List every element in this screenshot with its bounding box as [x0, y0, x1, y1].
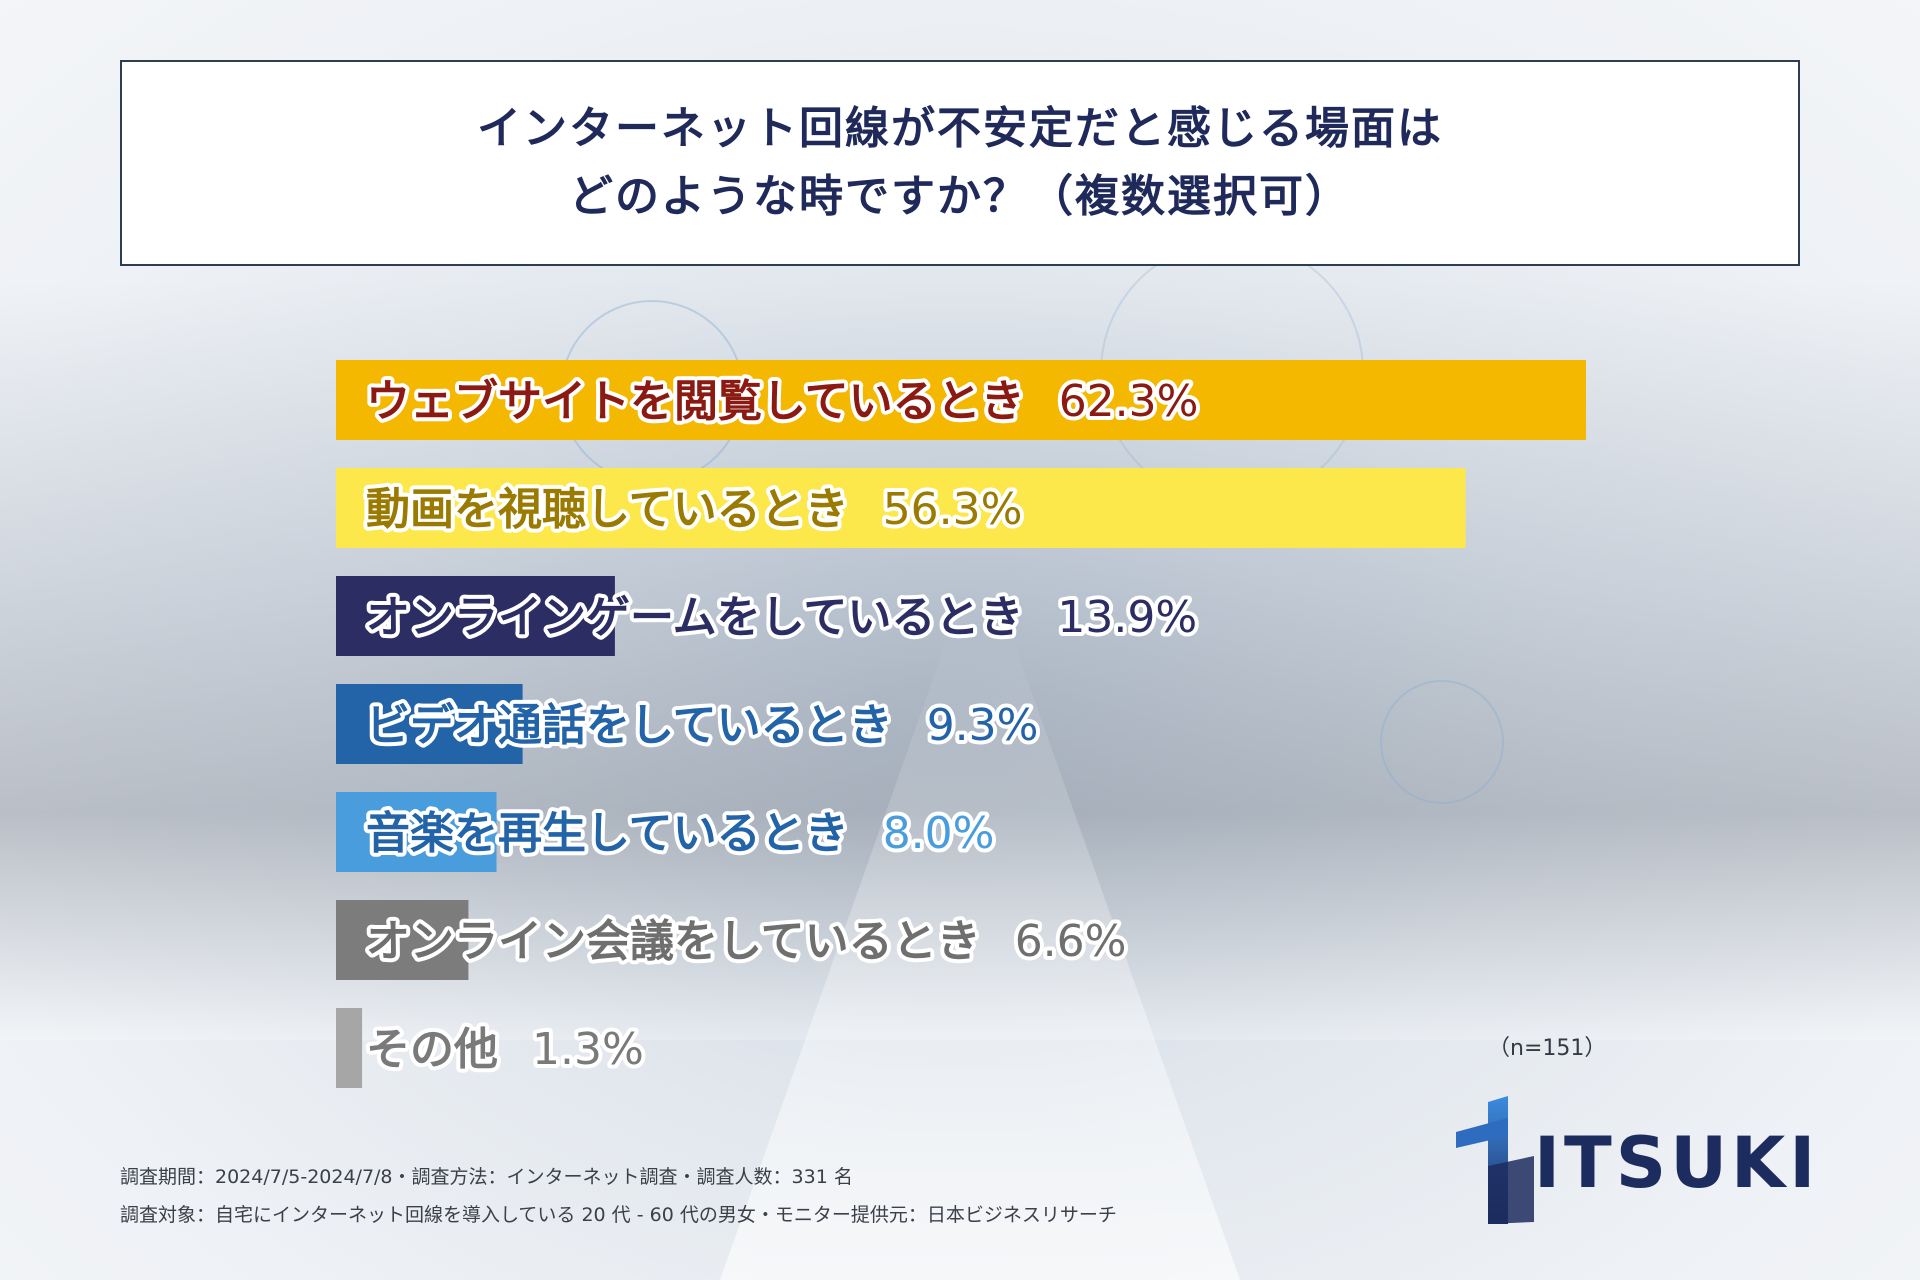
sample-size: （n=151） — [1488, 1036, 1607, 1061]
bar-0 — [336, 360, 1586, 440]
footnote-survey-target: 調査対象：自宅にインターネット回線を導入している 20 代 - 60 代の男女・… — [120, 1204, 1117, 1226]
bar-value-6: 1.3% — [532, 1024, 644, 1075]
bar-2 — [336, 576, 615, 656]
logo-text: ITSUKI — [1534, 1122, 1820, 1204]
bar-label-2: オンラインゲームをしているとき — [366, 592, 1023, 643]
bar-label-4: 音楽を再生しているとき — [366, 808, 849, 859]
bar-6 — [336, 1008, 363, 1088]
bar-label-1: 動画を視聴しているとき — [366, 484, 849, 535]
bar-value-3: 9.3% — [927, 700, 1039, 751]
bar-value-2: 13.9% — [1057, 592, 1197, 643]
bar-value-1: 56.3% — [883, 484, 1023, 535]
bar-4 — [336, 792, 497, 872]
bar-value-0: 62.3% — [1059, 376, 1199, 427]
bar-label-6: その他 — [366, 1024, 498, 1075]
title-line-1: インターネット回線が不安定だと感じる場面は — [477, 103, 1443, 154]
footnote-survey-period: 調査期間：2024/7/5-2024/7/8・調査方法：インターネット調査・調査… — [120, 1166, 853, 1188]
bar-5 — [336, 900, 469, 980]
company-logo: ITSUKI — [1448, 1096, 1815, 1226]
title-box: インターネット回線が不安定だと感じる場面は どのような時ですか？（複数選択可） — [120, 60, 1800, 266]
logo-mark-icon — [1456, 1096, 1534, 1224]
bar-3 — [336, 684, 523, 764]
title-line-2: どのような時ですか？（複数選択可） — [569, 171, 1351, 222]
bar-label-0: ウェブサイトを閲覧しているとき — [366, 376, 1025, 427]
bar-value-4: 8.0% — [883, 808, 995, 859]
bar-1 — [336, 468, 1466, 548]
bar-value-5: 6.6% — [1015, 916, 1127, 967]
bar-label-5: オンライン会議をしているとき — [366, 916, 981, 967]
bar-label-3: ビデオ通話をしているとき — [366, 700, 893, 751]
